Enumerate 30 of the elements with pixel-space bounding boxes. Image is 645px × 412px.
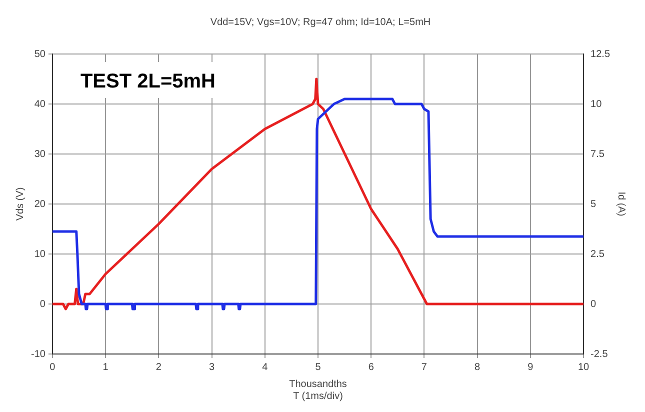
y2-axis-title: Id (A) (615, 192, 626, 216)
y2-tick-label: 5 (590, 198, 597, 210)
y-tick-label: 20 (34, 198, 46, 210)
annotation: TEST 2L=5mH (80, 70, 216, 93)
x-tick-label: 1 (102, 362, 109, 373)
y-tick-label: -10 (31, 348, 46, 360)
y2-tick-label: 0 (590, 298, 597, 310)
y2-tick-label: -2.5 (590, 348, 608, 360)
x-tick-label: 7 (421, 362, 428, 373)
chart-title: Vdd=15V; Vgs=10V; Rg=47 ohm; Id=10A; L=5mH (210, 16, 431, 28)
x-tick-label: 5 (315, 362, 322, 373)
x-tick-label: 6 (368, 362, 374, 373)
y-tick-label: 10 (34, 248, 46, 260)
y-tick-label: 40 (34, 98, 46, 110)
x-axis-title: Thousandths T (1ms/div) (289, 378, 347, 402)
y2-tick-label: 7.5 (590, 148, 605, 160)
y-tick-label: 30 (34, 148, 46, 160)
x-tick-label: 4 (262, 362, 268, 373)
x-tick-label: 2 (156, 362, 162, 373)
x-tick-label: 9 (528, 362, 534, 373)
x-tick-label: 10 (578, 362, 590, 373)
x-tick-label: 0 (50, 362, 56, 373)
y-tick-label: 50 (34, 48, 46, 60)
y-axis-title: Vds (V) (14, 187, 26, 221)
y-tick-label: 0 (40, 298, 46, 310)
y2-tick-label: 10 (590, 98, 602, 110)
y2-tick-label: 2.5 (590, 248, 605, 260)
y2-tick-label: 12.5 (590, 48, 610, 60)
x-tick-label: 8 (474, 362, 481, 373)
x-tick-label: 3 (208, 362, 215, 373)
